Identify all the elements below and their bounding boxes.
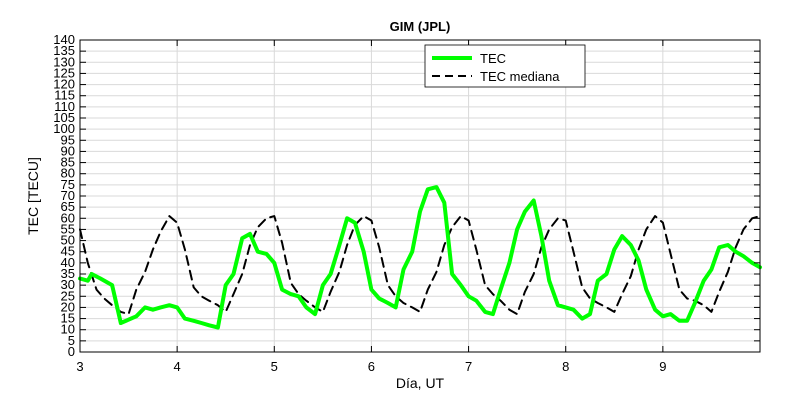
y-tick-label: 70 (61, 188, 75, 203)
y-tick-label: 60 (61, 210, 75, 225)
x-tick-label: 7 (465, 359, 472, 374)
y-tick-label: 130 (53, 54, 75, 69)
series-line-tec (78, 185, 762, 330)
x-tick-label: 5 (271, 359, 278, 374)
y-tick-label: 105 (53, 110, 75, 125)
y-tick-label: 140 (53, 32, 75, 47)
y-tick-label: 135 (53, 43, 75, 58)
legend-box (424, 44, 586, 88)
y-tick-label: 115 (54, 88, 75, 103)
legend-label-tec-mediana: TEC mediana (480, 69, 560, 84)
x-tick-label: 9 (659, 359, 666, 374)
y-tick-label: 100 (53, 121, 75, 136)
y-tick-label: 95 (61, 132, 75, 147)
y-tick-label: 90 (61, 143, 75, 158)
ticks: 0510152025303540455055606570758085909510… (53, 32, 760, 374)
y-tick-label: 25 (61, 288, 75, 303)
y-axis-label: TEC [TECU] (25, 157, 41, 235)
y-tick-label: 15 (61, 311, 75, 326)
y-tick-label: 5 (68, 333, 75, 348)
x-tick-label: 4 (174, 359, 181, 374)
y-tick-label: 120 (53, 77, 75, 92)
series-line-tec-mediana (79, 215, 761, 316)
y-tick-label: 20 (61, 299, 75, 314)
y-tick-label: 110 (54, 99, 75, 114)
series-layer (78, 185, 762, 330)
y-tick-label: 85 (61, 155, 75, 170)
y-tick-label: 10 (61, 322, 75, 337)
y-tick-label: 125 (53, 65, 75, 80)
y-tick-label: 0 (68, 344, 75, 359)
y-tick-label: 40 (61, 255, 75, 270)
x-tick-label: 8 (562, 359, 569, 374)
y-tick-label: 35 (61, 266, 75, 281)
x-axis-label: Día, UT (396, 375, 445, 391)
legend-label-tec: TEC (480, 51, 506, 66)
y-tick-label: 65 (61, 199, 75, 214)
x-tick-label: 3 (76, 359, 83, 374)
y-tick-label: 80 (61, 166, 75, 181)
x-tick-label: 6 (368, 359, 375, 374)
y-tick-label: 45 (61, 244, 75, 259)
y-tick-label: 30 (61, 277, 75, 292)
y-tick-label: 50 (61, 233, 75, 248)
legend: TEC TEC mediana (424, 44, 586, 88)
y-tick-label: 75 (61, 177, 75, 192)
chart-title: GIM (JPL) (390, 19, 451, 34)
y-tick-label: 55 (61, 221, 75, 236)
